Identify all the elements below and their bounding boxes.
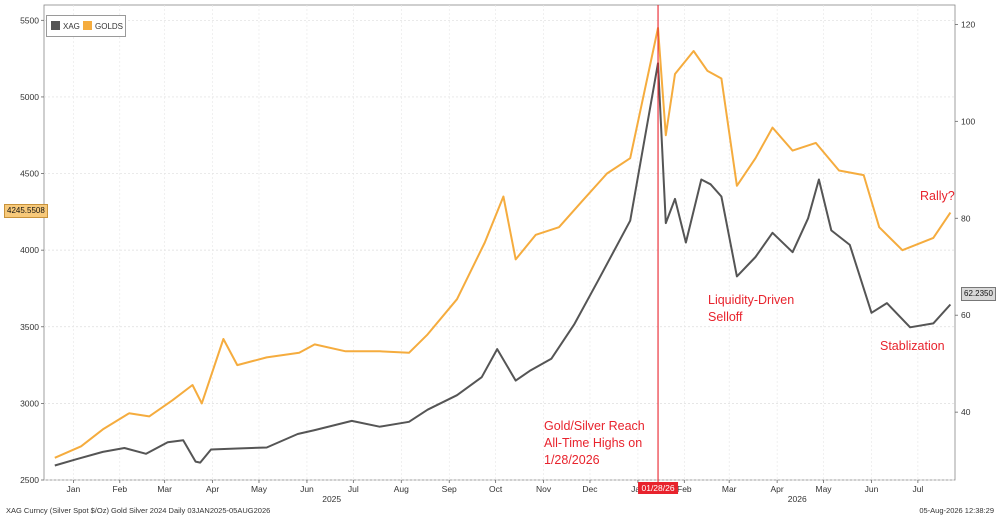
y-left-tick-label-5500: 5500 [20, 15, 39, 25]
x-month-label-4: May [251, 484, 268, 494]
legend-item-xag: XAG [51, 21, 80, 31]
y-left-tick-label-5000: 5000 [20, 92, 39, 102]
footer-timestamp: 05-Aug-2026 12:38:29 [919, 506, 994, 515]
x-month-label-8: Sep [442, 484, 457, 494]
chart-legend: XAG GOLDS [46, 15, 126, 37]
y-left-tick-label-3000: 3000 [20, 398, 39, 408]
legend-swatch-xag [51, 21, 60, 30]
last-value-tag-gold: 4245.5508 [4, 204, 48, 218]
footer-bar: XAG Curncy (Silver Spot $/Oz) Gold Silve… [0, 505, 1000, 519]
legend-label-xag: XAG [63, 22, 80, 31]
y-right-tick-label-60: 60 [961, 310, 971, 320]
y-left-tick-label-3500: 3500 [20, 322, 39, 332]
x-month-label-18: Jul [912, 484, 923, 494]
annotation-stabilization: Stablization [880, 339, 945, 353]
y-left-tick-label-4500: 4500 [20, 169, 39, 179]
price-chart: 2500 3000 3500 4000 4500 5000 5500 40 60 80 100 120… [20, 4, 975, 504]
annotation-all-time-highs: Gold/Silver Reach All-Time Highs on 1/28… [544, 419, 645, 467]
x-month-label-0: Jan [67, 484, 81, 494]
x-month-label-9: Oct [489, 484, 503, 494]
annotation-rally: Rally? [920, 189, 955, 203]
x-month-label-16: May [816, 484, 833, 494]
x-year-label-1: 2026 [788, 494, 807, 504]
x-year-label-0: 2025 [322, 494, 341, 504]
x-month-label-17: Jun [865, 484, 879, 494]
x-month-label-2: Mar [157, 484, 172, 494]
legend-label-golds: GOLDS [95, 22, 124, 31]
last-value-tag-silver: 62.2350 [961, 287, 996, 301]
footer-source: XAG Curncy (Silver Spot $/Oz) Gold Silve… [6, 506, 271, 515]
annotation-selloff: Liquidity-Driven Selloff [708, 293, 795, 324]
x-month-label-14: Mar [722, 484, 737, 494]
x-month-label-7: Aug [394, 484, 409, 494]
x-month-label-3: Apr [206, 484, 219, 494]
legend-swatch-golds [83, 21, 92, 30]
marker-date-label: 01/28/26 [641, 483, 674, 493]
y-right-tick-label-40: 40 [961, 407, 971, 417]
plot-frame [43, 4, 956, 481]
x-month-label-15: Apr [771, 484, 784, 494]
y-left-tick-label-4000: 4000 [20, 245, 39, 255]
series-line-xag [54, 62, 952, 467]
x-month-label-1: Feb [112, 484, 127, 494]
x-month-label-5: Jun [300, 484, 314, 494]
x-month-label-13: Feb [677, 484, 692, 494]
x-month-label-10: Nov [536, 484, 552, 494]
y-right-tick-label-100: 100 [961, 116, 975, 126]
legend-item-golds: GOLDS [83, 21, 123, 31]
marker-date-box [638, 482, 679, 494]
y-right-tick-label-80: 80 [961, 213, 971, 223]
series-line-golds [54, 27, 952, 459]
y-right-tick-label-120: 120 [961, 19, 975, 29]
x-month-label-11: Dec [582, 484, 598, 494]
x-month-label-6: Jul [348, 484, 359, 494]
y-left-tick-label-2500: 2500 [20, 475, 39, 485]
